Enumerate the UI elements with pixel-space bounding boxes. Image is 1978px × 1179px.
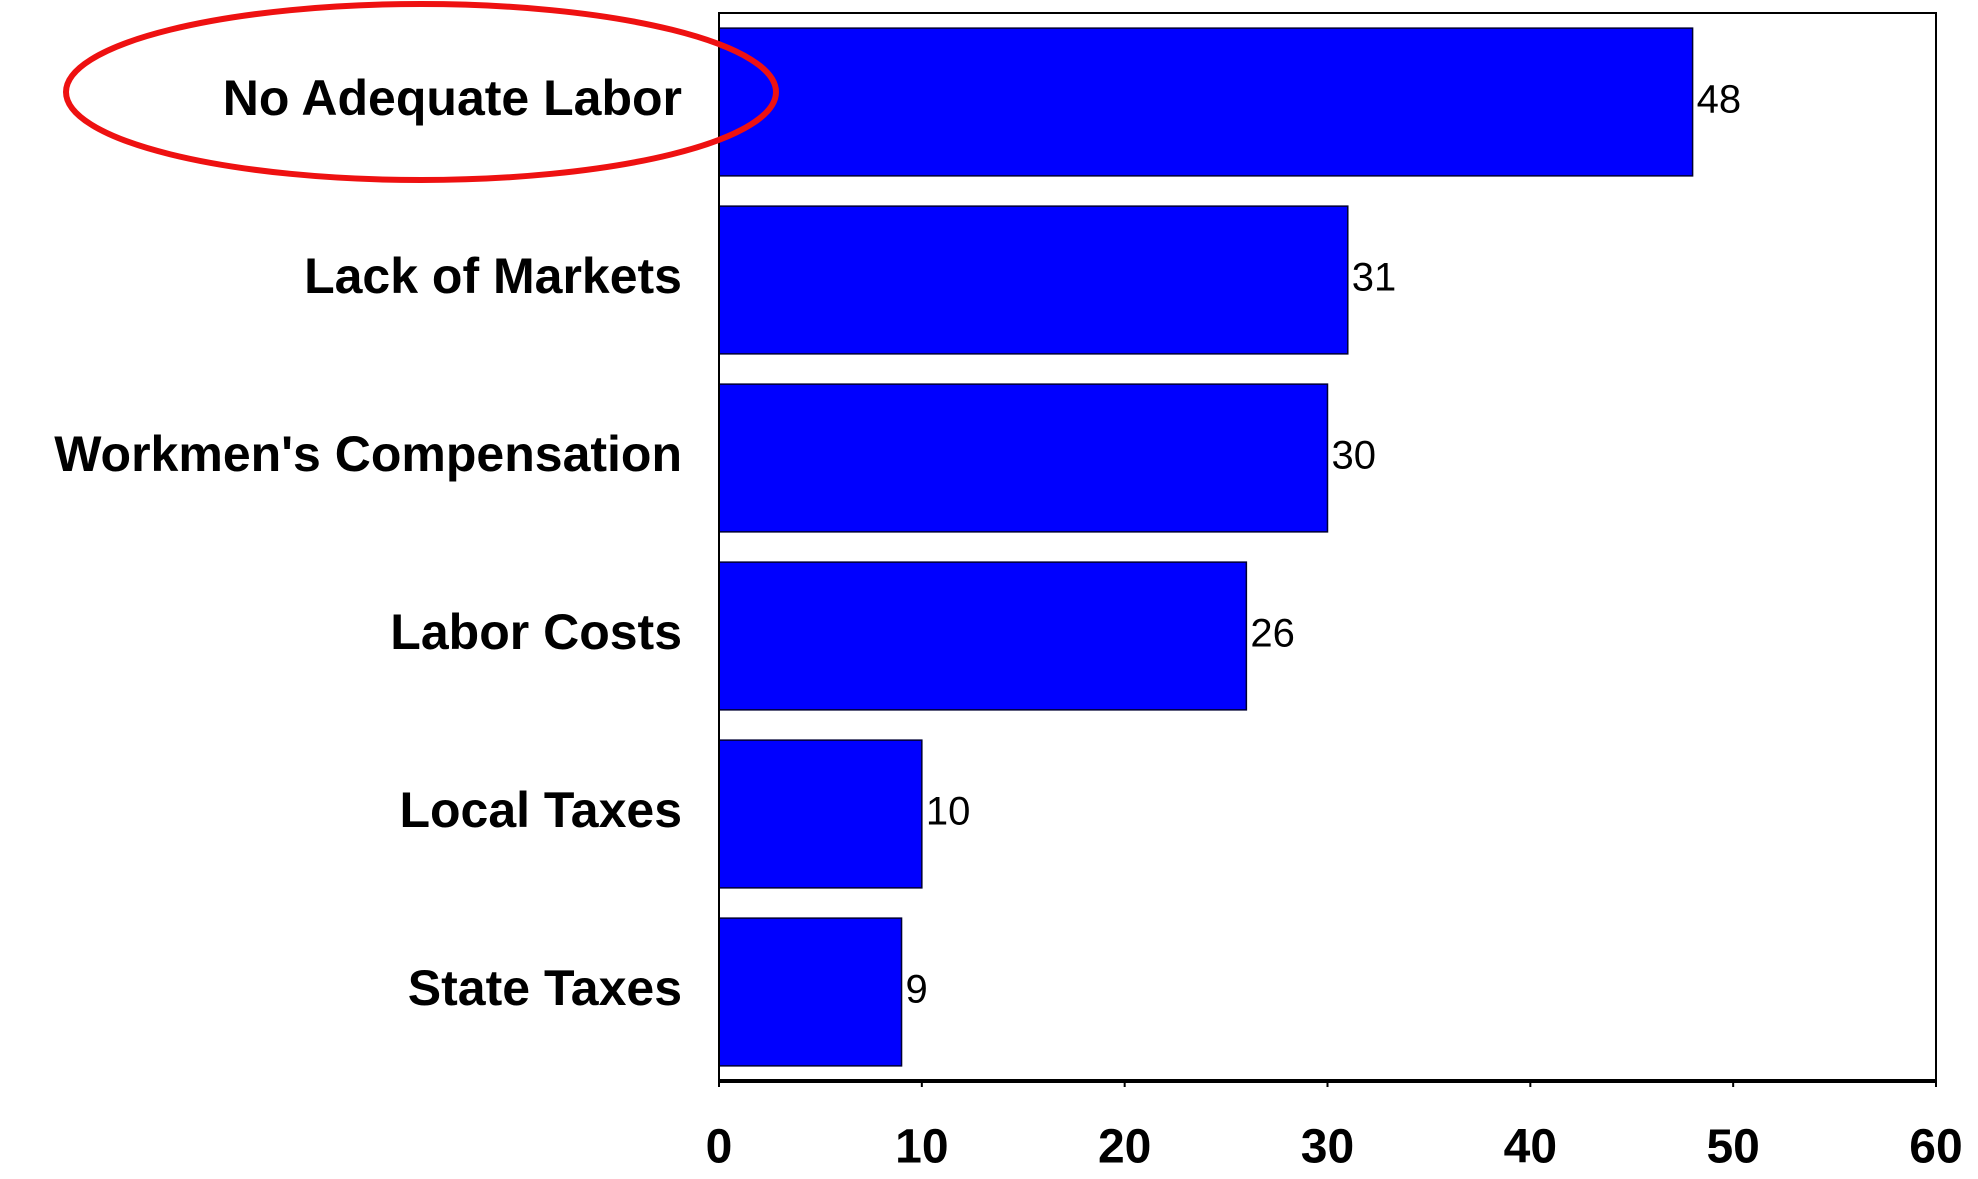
bar: [718, 561, 1248, 711]
x-tick-label: 60: [1909, 1121, 1962, 1174]
x-tick-label: 40: [1504, 1121, 1557, 1174]
y-tick-label: Local Taxes: [399, 782, 682, 838]
bar: [718, 205, 1349, 355]
x-tick-label: 30: [1301, 1121, 1354, 1174]
value-label: 10: [926, 790, 971, 834]
x-tick-label: 10: [895, 1121, 948, 1174]
value-label: 9: [906, 968, 928, 1012]
x-tick-label: 20: [1098, 1121, 1151, 1174]
value-label: 26: [1250, 612, 1295, 656]
y-tick-label: Lack of Markets: [304, 248, 682, 304]
bar: [718, 27, 1694, 177]
bar: [718, 383, 1329, 533]
y-tick-label: State Taxes: [408, 960, 682, 1016]
y-tick-label: No Adequate Labor: [223, 70, 682, 126]
bar: [718, 917, 903, 1067]
highlight-ellipse: [63, 1, 779, 183]
x-tick-label: 50: [1706, 1121, 1759, 1174]
bar: [718, 739, 923, 889]
y-tick-label: Workmen's Compensation: [54, 426, 682, 482]
value-label: 31: [1352, 256, 1397, 300]
value-label: 48: [1697, 78, 1742, 122]
y-tick-label: Labor Costs: [390, 604, 682, 660]
x-tick-label: 0: [706, 1121, 733, 1174]
value-label: 30: [1332, 434, 1377, 478]
